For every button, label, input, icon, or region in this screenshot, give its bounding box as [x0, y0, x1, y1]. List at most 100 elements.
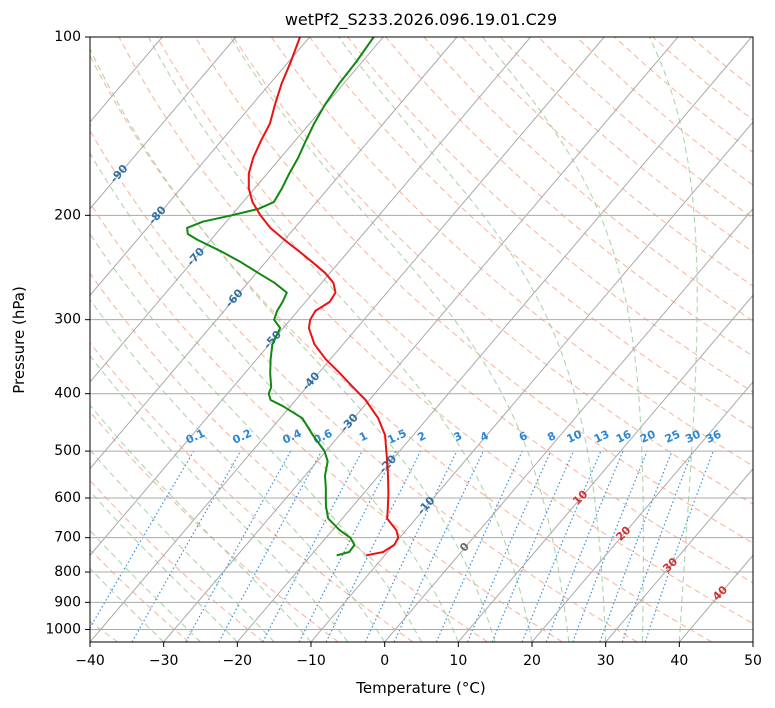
- x-axis: −40 −30 −20 −10 0 10 20 30 40 50: [75, 642, 762, 669]
- x-tick-label: 20: [523, 653, 541, 669]
- dry-adiabat: [347, 37, 753, 393]
- mixing-ratio-label: 8: [545, 429, 557, 444]
- moist-adiabat: [90, 298, 386, 642]
- dry-adiabat: [90, 479, 264, 642]
- mixing-ratio-line: [644, 450, 714, 642]
- isotherm: [678, 554, 753, 642]
- dry-adiabat: [194, 37, 753, 544]
- dry-adiabat: [90, 54, 712, 642]
- isotherm: [163, 37, 679, 642]
- dry-adiabat: [90, 342, 414, 642]
- x-tick-label: −20: [223, 653, 253, 669]
- dry-adiabat: [118, 37, 753, 625]
- plot-frame: [89, 36, 754, 643]
- mixing-ratio-line: [466, 450, 552, 642]
- mixing-ratio-line: [545, 450, 624, 642]
- x-tick-label: 50: [744, 653, 762, 669]
- y-tick-label: 800: [54, 564, 81, 580]
- dry-adiabat: [90, 272, 488, 642]
- moist-adiabat: [90, 529, 201, 642]
- mixing-ratio-label: 0.1: [184, 427, 207, 447]
- y-tick-label: 700: [54, 530, 81, 546]
- isotherm: [457, 294, 753, 642]
- moist-adiabat: [90, 47, 496, 642]
- temperature-line: [247, 37, 400, 557]
- mixing-ratio-line: [218, 450, 323, 642]
- x-tick-label: −40: [75, 653, 105, 669]
- mixing-ratio-label: 1: [357, 429, 369, 444]
- y-tick-label: 100: [54, 29, 81, 45]
- mixing-ratio-line: [393, 450, 484, 642]
- mixing-ratio-label: 4: [478, 429, 491, 444]
- isotherm: [605, 467, 753, 642]
- y-axis-label: Pressure (hPa): [10, 286, 28, 394]
- moist-adiabat: [648, 37, 698, 642]
- y-tick-label: 300: [54, 312, 81, 328]
- dewpoint-line: [186, 37, 375, 557]
- dry-adiabat: [614, 37, 753, 154]
- profiles: [186, 37, 400, 557]
- dry-adiabat: [461, 37, 753, 287]
- mixing-ratio-line: [131, 450, 242, 642]
- isotherm: [90, 37, 310, 297]
- mixing-ratio-label: 2: [416, 429, 428, 444]
- mixing-ratio-label: 25: [663, 428, 682, 446]
- moist-adiabat: [230, 37, 570, 642]
- dry-adiabat: [537, 37, 753, 219]
- moist-adiabat: [90, 567, 165, 642]
- moist-adiabat: [90, 152, 459, 642]
- y-tick-label: 900: [54, 594, 81, 610]
- dry-adiabat: [90, 129, 638, 642]
- background-lines: [90, 37, 753, 642]
- mixing-ratio-label: 20: [638, 427, 658, 445]
- mixing-ratio-line: [364, 450, 458, 642]
- moist-adiabat: [482, 37, 644, 642]
- moist-adiabat: [90, 232, 422, 642]
- dry-adiabat: [652, 37, 753, 121]
- mixing-ratio-label: 0.4: [280, 427, 303, 447]
- dry-adiabat: [385, 37, 753, 357]
- mixing-ratio-line: [90, 450, 195, 630]
- mixing-ratio-line: [298, 450, 397, 642]
- dry-adiabat: [270, 37, 753, 467]
- isotherm: [384, 207, 753, 642]
- x-axis-label: Temperature (°C): [355, 679, 485, 697]
- isotherm: [90, 37, 458, 470]
- mixing-ratio-label: 13: [592, 428, 611, 446]
- mixing-ratio-label: 3: [452, 429, 464, 444]
- dry-adiabat: [309, 37, 753, 430]
- x-tick-label: 10: [449, 653, 467, 669]
- y-tick-label: 200: [54, 207, 81, 223]
- isotherm: [90, 37, 605, 642]
- moist-adiabat: [90, 490, 238, 642]
- y-tick-label: 600: [54, 490, 81, 506]
- isotherm: [236, 37, 752, 642]
- moist-adiabat: [338, 37, 607, 642]
- chart-title: wetPf2_S233.2026.096.19.01.C29: [285, 10, 557, 30]
- mixing-ratio-label: 16: [614, 427, 634, 445]
- dry-adiabat: [156, 37, 753, 584]
- isotherm: [752, 641, 753, 642]
- isotherm: [90, 37, 237, 210]
- mixing-ratio-line: [599, 450, 673, 642]
- x-tick-label: 0: [380, 653, 389, 669]
- mixing-ratio-label: 1.5: [385, 427, 408, 447]
- isotherm: [90, 37, 384, 383]
- y-tick-label: 1000: [45, 621, 81, 637]
- dry-adiabat: [690, 37, 753, 89]
- x-tick-label: 30: [597, 653, 615, 669]
- y-tick-label: 400: [54, 386, 81, 402]
- isotherm: [310, 121, 753, 642]
- mixing-ratio-line: [325, 450, 422, 642]
- dry-adiabat: [232, 37, 753, 505]
- isotherm: [531, 381, 753, 642]
- y-tick-label: 500: [54, 443, 81, 459]
- x-tick-label: −10: [296, 653, 326, 669]
- mixing-ratio-line: [491, 450, 575, 642]
- mixing-ratio-label: 30: [683, 427, 703, 445]
- moist-adiabat: [147, 37, 533, 642]
- dry-adiabat: [499, 37, 753, 253]
- mixing-ratio-line: [185, 450, 292, 642]
- isotherm: [90, 37, 531, 557]
